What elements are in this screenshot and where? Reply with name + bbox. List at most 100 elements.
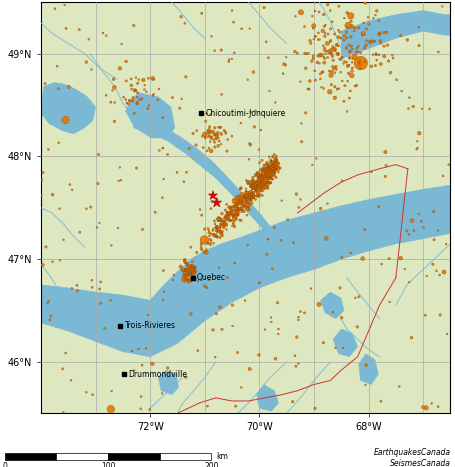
Point (200, 249, 207, 256)
Point (185, 271, 192, 279)
Point (237, 184, 244, 192)
Point (236, 207, 243, 214)
Point (205, 133, 212, 140)
Point (269, 163, 277, 170)
Point (238, 198, 246, 205)
Point (158, 389, 166, 397)
Point (88, 276, 96, 284)
Point (349, 23, 356, 30)
Point (145, 311, 152, 318)
Point (245, 194, 252, 201)
Point (250, 194, 257, 201)
Point (244, 192, 251, 199)
Point (273, 164, 281, 171)
Point (333, 41, 340, 48)
Point (238, 217, 245, 224)
Point (244, 179, 252, 187)
Point (254, 170, 261, 177)
Point (267, 175, 274, 182)
Point (272, 162, 279, 169)
Point (202, 118, 209, 125)
Point (40, 261, 47, 269)
Point (211, 143, 218, 151)
Point (134, 89, 142, 97)
Point (182, 267, 189, 275)
Point (249, 190, 257, 198)
Point (340, 98, 348, 105)
Point (102, 32, 110, 39)
Point (141, 86, 148, 93)
Point (214, 234, 221, 241)
Point (213, 223, 220, 231)
Point (353, 82, 360, 89)
Point (263, 172, 271, 179)
Point (253, 178, 261, 185)
Point (182, 265, 189, 273)
Point (301, 309, 308, 317)
Point (185, 276, 192, 284)
Point (257, 171, 264, 178)
Point (444, 330, 451, 338)
Point (249, 176, 256, 184)
Point (309, 25, 317, 32)
Point (232, 403, 239, 410)
Point (202, 134, 209, 142)
Point (221, 217, 228, 225)
Point (207, 205, 215, 212)
Point (271, 160, 278, 167)
Point (111, 99, 118, 106)
Point (247, 182, 254, 189)
Point (145, 102, 152, 109)
Point (250, 188, 257, 196)
Point (150, 76, 157, 83)
Point (55, 139, 62, 147)
Point (250, 191, 257, 198)
Point (410, 227, 418, 234)
Point (199, 144, 207, 151)
Point (267, 158, 274, 166)
Point (246, 196, 253, 204)
Point (250, 183, 258, 191)
Point (273, 156, 280, 163)
Point (314, 52, 322, 60)
Point (263, 169, 271, 176)
Point (220, 223, 228, 231)
Point (146, 406, 153, 413)
Point (74, 287, 81, 295)
Point (204, 403, 211, 410)
Point (235, 198, 243, 205)
Point (268, 164, 275, 172)
Point (189, 262, 196, 269)
Polygon shape (333, 329, 358, 357)
Point (207, 147, 215, 155)
Point (415, 129, 423, 137)
Point (255, 177, 262, 184)
Point (250, 185, 257, 193)
Point (359, 30, 367, 37)
Point (205, 226, 212, 234)
Point (257, 182, 264, 190)
Point (264, 166, 271, 173)
Point (445, 161, 452, 169)
Point (131, 110, 138, 117)
Point (433, 267, 440, 275)
Point (271, 157, 278, 164)
Point (238, 200, 245, 208)
Point (240, 208, 248, 215)
Point (258, 185, 265, 193)
Polygon shape (341, 11, 450, 59)
Point (349, 45, 356, 53)
Point (290, 239, 297, 247)
Point (271, 159, 278, 167)
Point (262, 168, 269, 176)
Point (356, 57, 363, 64)
Point (327, 38, 334, 45)
Point (327, 25, 334, 33)
Point (404, 36, 411, 43)
Point (179, 267, 186, 275)
Point (440, 269, 448, 276)
Point (256, 189, 263, 196)
Point (223, 201, 230, 208)
Point (253, 189, 261, 196)
Point (315, 8, 323, 16)
